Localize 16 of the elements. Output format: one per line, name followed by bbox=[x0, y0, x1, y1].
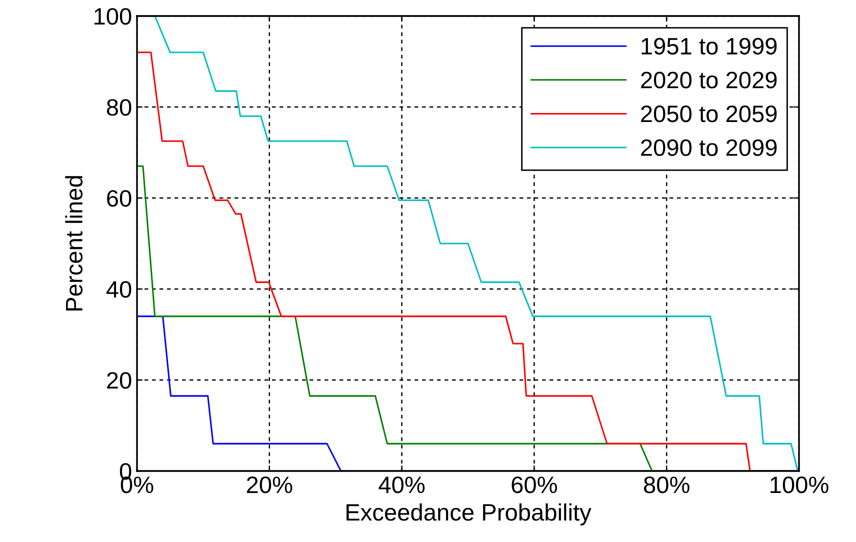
y-tick-label: 80 bbox=[106, 99, 132, 116]
legend-label: 2050 to 2059 bbox=[641, 106, 777, 122]
x-tick-label: 80% bbox=[644, 476, 690, 494]
x-tick-label: 20% bbox=[246, 476, 292, 494]
legend-label: 2090 to 2099 bbox=[641, 139, 777, 156]
y-tick-label: 20 bbox=[107, 372, 132, 389]
y-tick-label: 60 bbox=[107, 190, 132, 207]
y-axis-title: Percent lined bbox=[65, 176, 83, 310]
legend-label: 2020 to 2029 bbox=[641, 72, 777, 88]
x-tick-label: 40% bbox=[378, 476, 425, 494]
x-tick-label: 100% bbox=[770, 476, 828, 494]
y-tick-label: 100 bbox=[94, 8, 132, 25]
x-tick-label: 60% bbox=[512, 476, 557, 494]
y-tick-label: 40 bbox=[106, 281, 132, 298]
legend-label: 1951 to 1999 bbox=[642, 38, 777, 55]
x-axis-title: Exceedance Probability bbox=[346, 503, 592, 526]
